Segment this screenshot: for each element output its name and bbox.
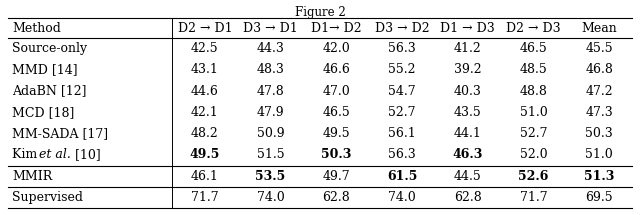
Text: 46.1: 46.1: [191, 170, 219, 183]
Text: D1 → D3: D1 → D3: [440, 22, 495, 34]
Text: 52.0: 52.0: [520, 148, 547, 161]
Text: 46.5: 46.5: [520, 42, 547, 55]
Text: 47.0: 47.0: [323, 85, 350, 98]
Text: 71.7: 71.7: [191, 191, 219, 204]
Text: 56.3: 56.3: [388, 148, 416, 161]
Text: Figure 2: Figure 2: [294, 6, 346, 19]
Text: 47.2: 47.2: [586, 85, 613, 98]
Text: 62.8: 62.8: [454, 191, 481, 204]
Text: MM-SADA [17]: MM-SADA [17]: [12, 127, 108, 140]
Text: Mean: Mean: [581, 22, 617, 34]
Text: 61.5: 61.5: [387, 170, 417, 183]
Text: 47.8: 47.8: [257, 85, 284, 98]
Text: 54.7: 54.7: [388, 85, 416, 98]
Text: MMIR: MMIR: [12, 170, 52, 183]
Text: 49.5: 49.5: [323, 127, 350, 140]
Text: D3 → D1: D3 → D1: [243, 22, 298, 34]
Text: 44.5: 44.5: [454, 170, 481, 183]
Text: 50.3: 50.3: [585, 127, 613, 140]
Text: 43.5: 43.5: [454, 106, 481, 119]
Text: 44.6: 44.6: [191, 85, 219, 98]
Text: 48.5: 48.5: [520, 63, 547, 76]
Text: AdaBN [12]: AdaBN [12]: [12, 85, 86, 98]
Text: MCD [18]: MCD [18]: [12, 106, 74, 119]
Text: 47.9: 47.9: [257, 106, 284, 119]
Text: et al.: et al.: [39, 148, 71, 161]
Text: Source-only: Source-only: [12, 42, 87, 55]
Text: 51.5: 51.5: [257, 148, 284, 161]
Text: 52.7: 52.7: [520, 127, 547, 140]
Text: 49.5: 49.5: [189, 148, 220, 161]
Text: D2 → D1: D2 → D1: [177, 22, 232, 34]
Text: 74.0: 74.0: [388, 191, 416, 204]
Text: 74.0: 74.0: [257, 191, 284, 204]
Text: 56.1: 56.1: [388, 127, 416, 140]
Text: 53.5: 53.5: [255, 170, 285, 183]
Text: D1→ D2: D1→ D2: [311, 22, 362, 34]
Text: 55.2: 55.2: [388, 63, 416, 76]
Text: 46.6: 46.6: [323, 63, 350, 76]
Text: 45.5: 45.5: [586, 42, 613, 55]
Text: 44.1: 44.1: [454, 127, 482, 140]
Text: 42.1: 42.1: [191, 106, 219, 119]
Text: 69.5: 69.5: [586, 191, 613, 204]
Text: MMD [14]: MMD [14]: [12, 63, 77, 76]
Text: Kim: Kim: [12, 148, 41, 161]
Text: 46.8: 46.8: [585, 63, 613, 76]
Text: Method: Method: [12, 22, 61, 34]
Text: 48.3: 48.3: [257, 63, 285, 76]
Text: D3 → D2: D3 → D2: [374, 22, 429, 34]
Text: 50.9: 50.9: [257, 127, 284, 140]
Text: 52.7: 52.7: [388, 106, 416, 119]
Text: 56.3: 56.3: [388, 42, 416, 55]
Text: 51.3: 51.3: [584, 170, 614, 183]
Text: 62.8: 62.8: [323, 191, 350, 204]
Text: 41.2: 41.2: [454, 42, 481, 55]
Text: 44.3: 44.3: [257, 42, 285, 55]
Text: 42.5: 42.5: [191, 42, 219, 55]
Text: 47.3: 47.3: [585, 106, 613, 119]
Text: 49.7: 49.7: [323, 170, 350, 183]
Text: 40.3: 40.3: [454, 85, 482, 98]
Text: 43.1: 43.1: [191, 63, 219, 76]
Text: 51.0: 51.0: [585, 148, 613, 161]
Text: [10]: [10]: [71, 148, 100, 161]
Text: 50.3: 50.3: [321, 148, 351, 161]
Text: 48.8: 48.8: [520, 85, 547, 98]
Text: 42.0: 42.0: [323, 42, 350, 55]
Text: D2 → D3: D2 → D3: [506, 22, 561, 34]
Text: Supervised: Supervised: [12, 191, 83, 204]
Text: 39.2: 39.2: [454, 63, 481, 76]
Text: 46.5: 46.5: [323, 106, 350, 119]
Text: 48.2: 48.2: [191, 127, 219, 140]
Text: 51.0: 51.0: [520, 106, 547, 119]
Text: 71.7: 71.7: [520, 191, 547, 204]
Text: 46.3: 46.3: [452, 148, 483, 161]
Text: 52.6: 52.6: [518, 170, 548, 183]
